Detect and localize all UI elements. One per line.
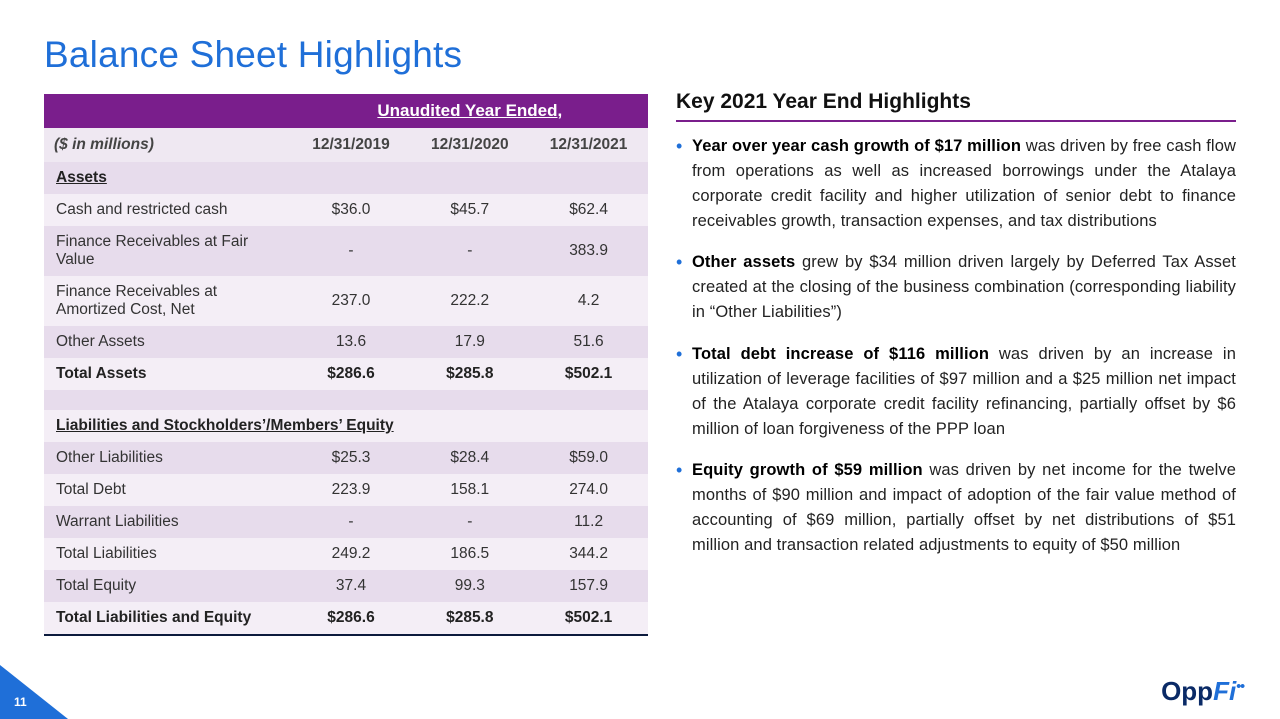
row-value: 223.9 [292, 474, 411, 506]
table-row: Other Liabilities$25.3$28.4$59.0 [44, 442, 648, 474]
logo: OppFi•• [1161, 676, 1244, 707]
table-row: Total Liabilities249.2186.5344.2 [44, 538, 648, 570]
row-label: Total Equity [44, 570, 292, 602]
row-label: Warrant Liabilities [44, 506, 292, 538]
highlight-bold: Year over year cash growth of $17 millio… [692, 137, 1021, 155]
table-row: Total Liabilities and Equity$286.6$285.8… [44, 602, 648, 634]
row-value: - [410, 506, 529, 538]
corner-triangle-icon [0, 665, 68, 719]
row-label: Cash and restricted cash [44, 194, 292, 226]
highlights-heading: Key 2021 Year End Highlights [676, 90, 1236, 122]
column-header-row: ($ in millions)12/31/201912/31/202012/31… [44, 128, 648, 162]
row-label: Other Liabilities [44, 442, 292, 474]
table-row: Total Debt223.9158.1274.0 [44, 474, 648, 506]
row-value: 13.6 [292, 326, 411, 358]
row-value: 158.1 [410, 474, 529, 506]
page-number: 11 [14, 695, 27, 709]
row-value: 249.2 [292, 538, 411, 570]
row-value: $28.4 [410, 442, 529, 474]
page-title: Balance Sheet Highlights [44, 34, 1236, 76]
table-row: Finance Receivables at Fair Value--383.9 [44, 226, 648, 276]
table-column: Unaudited Year Ended, ($ in millions)12/… [44, 94, 648, 636]
row-value: - [292, 226, 411, 276]
section-header-row: Liabilities and Stockholders’/Members’ E… [44, 410, 648, 442]
spacer-row [44, 390, 648, 410]
highlights-list: Year over year cash growth of $17 millio… [676, 134, 1236, 558]
row-value: 157.9 [529, 570, 648, 602]
row-value: $62.4 [529, 194, 648, 226]
row-value: 51.6 [529, 326, 648, 358]
table-row: Cash and restricted cash$36.0$45.7$62.4 [44, 194, 648, 226]
row-label: Total Liabilities and Equity [44, 602, 292, 634]
row-label: Finance Receivables at Amortized Cost, N… [44, 276, 292, 326]
table-header-blank [44, 94, 292, 128]
row-value: 383.9 [529, 226, 648, 276]
table-row: Other Assets13.617.951.6 [44, 326, 648, 358]
row-value: $285.8 [410, 602, 529, 634]
slide: Balance Sheet Highlights Unaudited Year … [0, 0, 1280, 719]
row-value: 237.0 [292, 276, 411, 326]
highlight-item: Equity growth of $59 million was driven … [676, 458, 1236, 558]
column-header: 12/31/2019 [292, 128, 411, 162]
table-row: Finance Receivables at Amortized Cost, N… [44, 276, 648, 326]
row-value: 99.3 [410, 570, 529, 602]
logo-part1: Opp [1161, 676, 1213, 706]
row-value [410, 162, 529, 194]
row-value: $286.6 [292, 602, 411, 634]
logo-dots-icon: •• [1236, 677, 1244, 693]
highlight-item: Year over year cash growth of $17 millio… [676, 134, 1236, 234]
section-title: Liabilities and Stockholders’/Members’ E… [44, 410, 648, 442]
row-value: $36.0 [292, 194, 411, 226]
row-value: $286.6 [292, 358, 411, 390]
row-value: 222.2 [410, 276, 529, 326]
row-value: $59.0 [529, 442, 648, 474]
row-value: 274.0 [529, 474, 648, 506]
row-label: Assets [44, 162, 292, 194]
row-label: Total Liabilities [44, 538, 292, 570]
table-super-header: Unaudited Year Ended, [292, 94, 648, 128]
row-label: Total Assets [44, 358, 292, 390]
row-value: $285.8 [410, 358, 529, 390]
table-row: Assets [44, 162, 648, 194]
highlight-item: Total debt increase of $116 million was … [676, 342, 1236, 442]
table-row: Total Assets$286.6$285.8$502.1 [44, 358, 648, 390]
row-label: Total Debt [44, 474, 292, 506]
row-value: 37.4 [292, 570, 411, 602]
row-value [292, 162, 411, 194]
highlight-bold: Total debt increase of $116 million [692, 345, 989, 363]
row-label: Other Assets [44, 326, 292, 358]
row-value: - [292, 506, 411, 538]
row-label: Finance Receivables at Fair Value [44, 226, 292, 276]
column-header: 12/31/2021 [529, 128, 648, 162]
row-value: 4.2 [529, 276, 648, 326]
row-value: - [410, 226, 529, 276]
row-value: 186.5 [410, 538, 529, 570]
highlight-item: Other assets grew by $34 million driven … [676, 250, 1236, 325]
row-value: $25.3 [292, 442, 411, 474]
table-row: Total Equity37.499.3157.9 [44, 570, 648, 602]
highlight-bold: Equity growth of $59 million [692, 461, 923, 479]
highlight-bold: Other assets [692, 253, 795, 271]
row-value [529, 162, 648, 194]
logo-part2: Fi [1213, 676, 1236, 706]
content-columns: Unaudited Year Ended, ($ in millions)12/… [44, 94, 1236, 636]
highlights-column: Key 2021 Year End Highlights Year over y… [676, 94, 1236, 636]
row-value: 17.9 [410, 326, 529, 358]
column-header: 12/31/2020 [410, 128, 529, 162]
row-value: $45.7 [410, 194, 529, 226]
units-label: ($ in millions) [44, 128, 292, 162]
table-row: Warrant Liabilities--11.2 [44, 506, 648, 538]
row-value: 344.2 [529, 538, 648, 570]
row-value: $502.1 [529, 358, 648, 390]
row-value: $502.1 [529, 602, 648, 634]
balance-sheet-table: Unaudited Year Ended, ($ in millions)12/… [44, 94, 648, 634]
row-value: 11.2 [529, 506, 648, 538]
